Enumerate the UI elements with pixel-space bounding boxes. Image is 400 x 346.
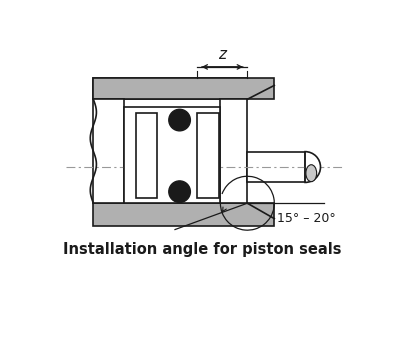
Polygon shape bbox=[93, 78, 247, 99]
Ellipse shape bbox=[306, 165, 317, 182]
Text: z: z bbox=[218, 47, 226, 62]
Bar bbox=[197, 113, 219, 198]
Bar bbox=[93, 99, 124, 203]
Polygon shape bbox=[93, 78, 274, 99]
Bar bbox=[124, 107, 220, 203]
Text: 15° – 20°: 15° – 20° bbox=[277, 212, 335, 225]
Text: Installation angle for piston seals: Installation angle for piston seals bbox=[62, 242, 341, 257]
Wedge shape bbox=[305, 152, 320, 182]
Bar bbox=[220, 99, 247, 203]
Bar bbox=[136, 113, 157, 198]
Bar bbox=[247, 152, 305, 182]
Circle shape bbox=[169, 109, 190, 131]
Polygon shape bbox=[93, 203, 274, 226]
Circle shape bbox=[169, 181, 190, 202]
